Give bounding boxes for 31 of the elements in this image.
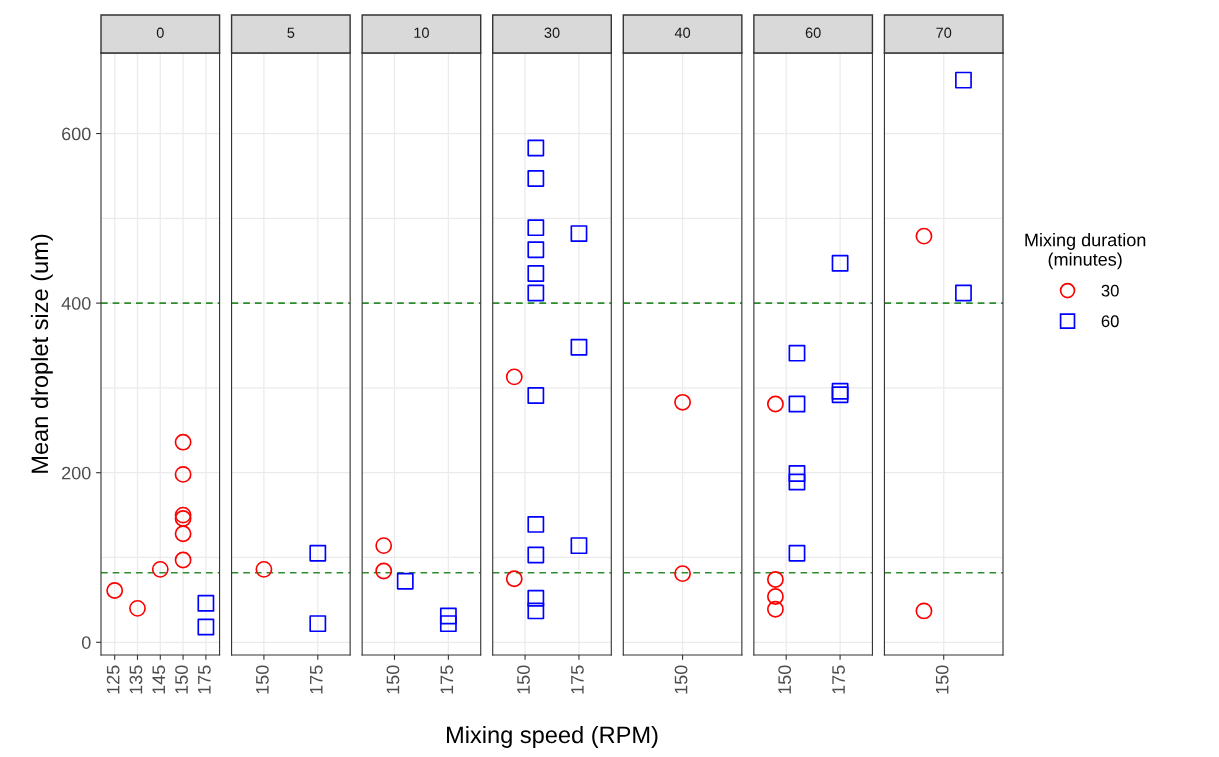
x-tick-label: 175 <box>832 665 845 694</box>
x-tick-label: 150 <box>778 665 792 694</box>
x-tick-label: 150 <box>935 665 949 694</box>
x-tick-label: 150 <box>175 665 188 694</box>
legend-label: 30 <box>1101 284 1119 297</box>
x-tick-label: 175 <box>198 665 211 694</box>
chart-title: 0 <box>156 27 164 38</box>
x-tick-label: 145 <box>152 665 166 694</box>
y-tick-label: 600 <box>62 127 91 141</box>
x-tick-label: 175 <box>440 665 454 694</box>
chart-title: 70 <box>936 27 952 38</box>
x-tick-label: 150 <box>255 665 269 694</box>
chart-title: 40 <box>674 27 691 38</box>
chart-title: 5 <box>287 27 295 38</box>
y-tick-label: 200 <box>62 466 91 480</box>
x-axis-title: Mixing speed (RPM) <box>447 725 658 748</box>
chart-title: 60 <box>805 27 821 38</box>
y-tick-label: 400 <box>61 297 91 310</box>
legend-title: Mixing duration (minutes) <box>1025 233 1146 270</box>
x-tick-label: 125 <box>106 665 120 694</box>
x-tick-label: 175 <box>310 665 323 694</box>
chart-title: 30 <box>544 27 560 38</box>
x-tick-label: 150 <box>517 665 530 694</box>
y-tick-label: 0 <box>81 636 91 649</box>
y-axis-title: Mean droplet size (um) <box>30 234 53 473</box>
x-tick-label: 135 <box>129 665 143 694</box>
x-tick-label: 175 <box>571 665 584 694</box>
x-tick-label: 150 <box>386 665 400 694</box>
x-tick-label: 150 <box>674 665 688 694</box>
chart-title: 10 <box>414 27 429 38</box>
legend-label: 60 <box>1101 315 1119 328</box>
